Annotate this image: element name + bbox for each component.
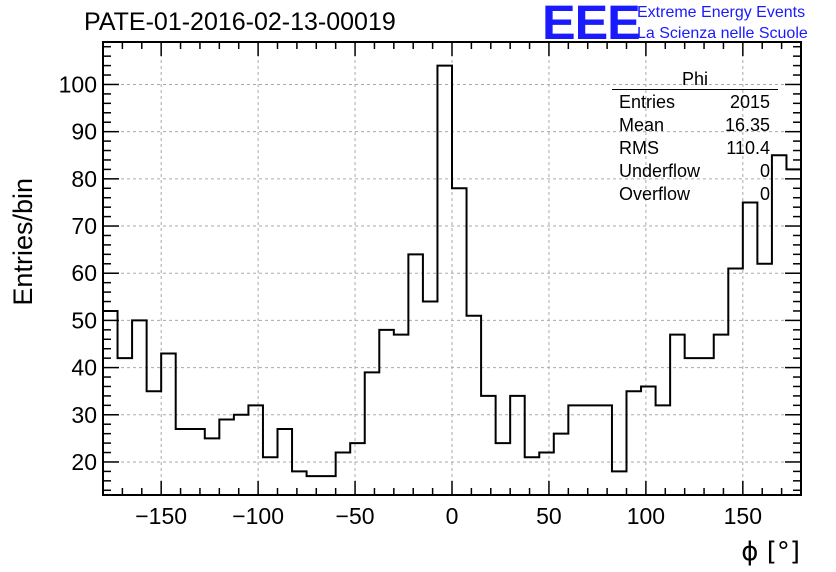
- x-tick-labels: −150 −100 −50 0 50 100 150: [135, 503, 762, 529]
- axis-ticks: [103, 42, 801, 495]
- stat-mean-label: Mean: [619, 115, 665, 135]
- stats-box-divider: [612, 89, 778, 90]
- y-tick-label: 80: [71, 166, 97, 192]
- x-tick-label: 100: [627, 503, 665, 529]
- stat-rms-label: RMS: [619, 138, 659, 158]
- stat-entries-value: 2015: [729, 92, 770, 112]
- x-tick-label: −100: [232, 503, 284, 529]
- x-tick-label: 50: [536, 503, 562, 529]
- stat-overflow-label: Overflow: [619, 184, 691, 204]
- y-tick-label: 90: [71, 119, 97, 145]
- y-tick-label: 60: [71, 260, 97, 286]
- histogram-series: [103, 64, 801, 478]
- y-tick-label: 100: [59, 71, 97, 97]
- stats-box-title: Phi: [681, 69, 708, 89]
- logo-subtitle-2: La Scienza nelle Scuole: [637, 25, 808, 42]
- x-tick-label: −50: [336, 503, 375, 529]
- x-tick-label: 0: [446, 503, 459, 529]
- stat-entries-label: Entries: [619, 92, 676, 112]
- stat-overflow-value: 0: [759, 184, 770, 204]
- y-tick-label: 40: [71, 355, 97, 381]
- y-tick-labels: 20 30 40 50 60 70 80 90 100: [59, 71, 97, 475]
- stat-mean-value: 16.35: [724, 115, 770, 135]
- y-tick-label: 30: [71, 402, 97, 428]
- x-tick-label: 150: [724, 503, 762, 529]
- y-tick-label: 70: [71, 213, 97, 239]
- y-axis-label: Entries/bin: [8, 178, 38, 306]
- x-axis-label: ϕ [°]: [741, 537, 800, 567]
- x-tick-label: −150: [135, 503, 187, 529]
- stat-underflow-value: 0: [759, 161, 770, 181]
- stat-underflow-label: Underflow: [619, 161, 701, 181]
- eee-logo: EEE: [542, 0, 641, 50]
- y-tick-label: 20: [71, 449, 97, 475]
- stat-rms-value: 110.4: [726, 138, 770, 158]
- y-tick-label: 50: [71, 307, 97, 333]
- chart-title: PATE-01-2016-02-13-00019: [84, 8, 396, 36]
- logo-subtitle-1: Extreme Energy Events: [637, 4, 806, 21]
